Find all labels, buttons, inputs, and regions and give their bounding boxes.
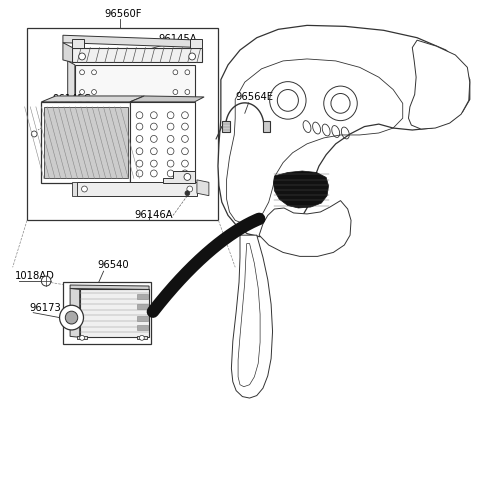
Polygon shape <box>68 61 75 99</box>
Circle shape <box>82 186 87 192</box>
Circle shape <box>181 123 188 130</box>
Polygon shape <box>263 121 270 133</box>
Circle shape <box>187 186 192 192</box>
Circle shape <box>136 136 143 143</box>
Text: 96145A: 96145A <box>158 34 197 44</box>
Polygon shape <box>63 282 152 344</box>
Polygon shape <box>72 39 84 48</box>
Circle shape <box>151 160 157 167</box>
Circle shape <box>167 148 174 155</box>
Circle shape <box>80 90 84 95</box>
Circle shape <box>189 53 195 60</box>
Circle shape <box>151 148 157 155</box>
Circle shape <box>31 131 37 137</box>
Polygon shape <box>231 235 273 398</box>
Polygon shape <box>63 43 72 62</box>
Circle shape <box>167 112 174 119</box>
Circle shape <box>140 336 144 340</box>
Circle shape <box>80 336 84 340</box>
Polygon shape <box>137 316 148 321</box>
Circle shape <box>181 148 188 155</box>
Circle shape <box>181 170 188 177</box>
Polygon shape <box>70 285 149 290</box>
Polygon shape <box>274 171 328 208</box>
Circle shape <box>60 305 84 330</box>
Text: 96560F: 96560F <box>104 9 142 19</box>
Text: 96146A: 96146A <box>134 210 173 220</box>
Circle shape <box>185 90 190 95</box>
Polygon shape <box>137 336 147 339</box>
Circle shape <box>41 276 51 286</box>
Polygon shape <box>197 180 209 196</box>
Circle shape <box>79 53 85 60</box>
Text: 96145C: 96145C <box>52 95 91 104</box>
Circle shape <box>151 112 157 119</box>
Polygon shape <box>72 182 77 196</box>
Polygon shape <box>137 326 148 331</box>
Polygon shape <box>70 289 80 337</box>
Circle shape <box>167 170 174 177</box>
Circle shape <box>167 136 174 143</box>
Polygon shape <box>44 107 128 178</box>
Circle shape <box>92 90 96 95</box>
Text: 96173: 96173 <box>29 302 61 313</box>
Polygon shape <box>222 121 230 133</box>
Circle shape <box>185 191 190 196</box>
Circle shape <box>136 123 143 130</box>
Circle shape <box>136 170 143 177</box>
Circle shape <box>185 70 190 75</box>
Circle shape <box>181 112 188 119</box>
Text: 96540: 96540 <box>97 260 129 270</box>
Polygon shape <box>130 102 194 183</box>
Polygon shape <box>259 200 351 256</box>
Circle shape <box>181 160 188 167</box>
Polygon shape <box>63 35 202 48</box>
Polygon shape <box>27 28 218 220</box>
Polygon shape <box>72 48 202 62</box>
Circle shape <box>80 70 84 75</box>
Polygon shape <box>77 336 87 339</box>
Polygon shape <box>41 102 130 183</box>
Circle shape <box>151 123 157 130</box>
Polygon shape <box>130 96 204 102</box>
Circle shape <box>181 136 188 143</box>
Circle shape <box>167 160 174 167</box>
Text: 1018AD: 1018AD <box>15 271 55 281</box>
Circle shape <box>184 173 191 180</box>
Circle shape <box>136 112 143 119</box>
Polygon shape <box>190 39 202 48</box>
Circle shape <box>167 123 174 130</box>
Circle shape <box>173 90 178 95</box>
Polygon shape <box>80 290 149 337</box>
Circle shape <box>65 311 78 324</box>
Polygon shape <box>75 65 194 99</box>
Polygon shape <box>137 304 148 309</box>
Circle shape <box>151 136 157 143</box>
Circle shape <box>136 148 143 155</box>
Polygon shape <box>137 295 148 299</box>
Polygon shape <box>218 25 470 237</box>
Circle shape <box>136 160 143 167</box>
Text: 96564E: 96564E <box>235 92 273 102</box>
Circle shape <box>173 70 178 75</box>
Circle shape <box>151 170 157 177</box>
Circle shape <box>92 70 96 75</box>
Polygon shape <box>77 182 197 196</box>
Polygon shape <box>41 96 144 102</box>
Polygon shape <box>408 40 470 129</box>
Polygon shape <box>163 171 194 183</box>
